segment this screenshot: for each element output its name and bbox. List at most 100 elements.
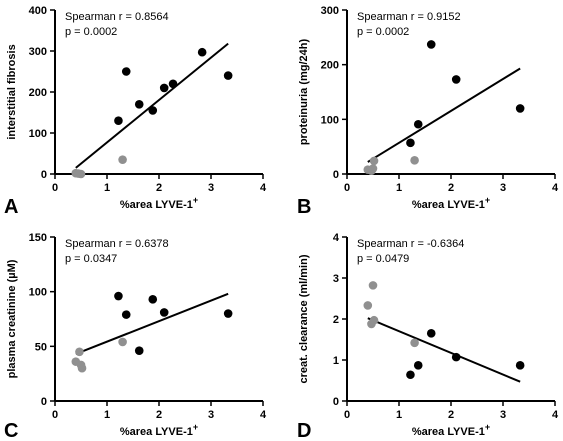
data-point-black — [121, 310, 131, 319]
x-tick-label: 3 — [500, 182, 506, 194]
spearman-r-annotation: Spearman r = 0.9152 — [357, 11, 461, 23]
panel-letter: A — [4, 196, 18, 218]
x-tick-label: 2 — [448, 182, 454, 194]
data-point-black — [134, 100, 144, 109]
x-axis-title-superscript: + — [485, 195, 490, 205]
x-tick-label: 0 — [344, 409, 350, 421]
regression-line — [75, 292, 229, 355]
regression-line — [367, 317, 521, 383]
p-value-annotation: p = 0.0347 — [65, 253, 117, 265]
data-point-grey — [76, 169, 86, 179]
y-tick-label: 0 — [333, 169, 339, 181]
data-point-grey — [369, 315, 379, 325]
data-point-grey — [75, 347, 84, 357]
data-point-grey — [363, 301, 373, 310]
y-tick-label: 100 — [29, 287, 47, 299]
x-tick-label: 2 — [448, 409, 454, 421]
data-point-black — [148, 295, 158, 304]
data-point-black — [197, 47, 207, 57]
x-tick-label: 3 — [208, 409, 214, 421]
y-axis-title: proteinuria (mg/24h) — [298, 38, 310, 145]
x-axis-title-superscript: + — [485, 422, 490, 432]
data-point-black — [426, 40, 436, 49]
data-point-black — [114, 116, 123, 125]
x-axis-title-text: %area LYVE-1 — [412, 426, 485, 438]
y-axis-title: creat. clearance (ml/min) — [298, 254, 310, 383]
x-tick-label: 4 — [552, 182, 559, 194]
spearman-r-annotation: Spearman r = 0.8564 — [65, 11, 169, 23]
regression-line — [75, 42, 229, 169]
x-tick-label: 4 — [260, 182, 267, 194]
data-point-black — [159, 83, 169, 93]
y-tick-label: 150 — [29, 232, 47, 244]
data-point-grey — [368, 164, 378, 173]
p-value-annotation: p = 0.0002 — [65, 26, 117, 38]
data-point-grey — [410, 338, 419, 348]
spearman-r-annotation: Spearman r = -0.6364 — [357, 238, 464, 250]
panel-letter: B — [297, 196, 311, 218]
x-tick-label: 4 — [552, 409, 559, 421]
data-point-black — [148, 106, 158, 115]
x-axis-title-text: %area LYVE-1 — [412, 199, 485, 211]
data-point-black — [223, 71, 233, 80]
y-tick-label: 400 — [29, 5, 47, 17]
data-point-grey — [369, 156, 379, 166]
y-tick-label: 300 — [321, 5, 339, 17]
y-tick-label: 50 — [35, 341, 47, 353]
data-point-black — [515, 104, 525, 113]
x-axis-title-superscript: + — [193, 422, 198, 432]
y-tick-label: 1 — [333, 355, 339, 367]
panel-letter: C — [4, 420, 18, 441]
data-point-black — [515, 361, 525, 370]
x-tick-label: 2 — [156, 409, 162, 421]
x-tick-label: 0 — [52, 182, 58, 194]
x-axis-title: %area LYVE-1+ — [412, 195, 490, 211]
x-axis-title: %area LYVE-1+ — [120, 422, 198, 438]
y-tick-label: 4 — [333, 232, 340, 244]
data-point-black — [134, 346, 144, 356]
data-point-grey — [368, 281, 378, 290]
x-tick-label: 4 — [260, 409, 267, 421]
data-point-grey — [410, 156, 419, 165]
x-tick-label: 3 — [500, 409, 506, 421]
x-tick-label: 0 — [344, 182, 350, 194]
data-point-grey — [118, 155, 127, 164]
spearman-r-annotation: Spearman r = 0.6378 — [65, 238, 169, 250]
data-point-black — [413, 361, 423, 370]
x-tick-label: 1 — [396, 409, 402, 421]
p-value-annotation: p = 0.0002 — [357, 26, 409, 38]
p-value-annotation: p = 0.0479 — [357, 253, 409, 265]
y-tick-label: 0 — [41, 169, 47, 181]
x-axis-title-text: %area LYVE-1 — [120, 199, 193, 211]
y-axis-title: interstitial fibrosis — [6, 44, 18, 139]
y-axis-title: plasma creatinine (µM) — [6, 259, 18, 378]
x-tick-label: 0 — [52, 409, 58, 421]
x-axis-title: %area LYVE-1+ — [120, 195, 198, 211]
data-point-black — [223, 309, 233, 318]
x-axis-title: %area LYVE-1+ — [412, 422, 490, 438]
chart-panel-d: 0 1 2 3 4 0 1 2 3 4 %area LYVE-1+ creat. clearance … — [297, 232, 559, 441]
x-tick-label: 2 — [156, 182, 162, 194]
data-point-black — [451, 75, 461, 84]
chart-panel-c: 0 1 2 3 4 0 50 100 150 %area LYVE-1+ plasma creati… — [4, 232, 267, 441]
data-point-black — [406, 138, 415, 148]
y-tick-label: 0 — [41, 396, 47, 408]
data-point-grey — [77, 363, 87, 373]
x-tick-label: 1 — [104, 182, 110, 194]
y-tick-label: 100 — [321, 114, 339, 126]
x-tick-label: 1 — [396, 182, 402, 194]
data-point-black — [406, 370, 415, 380]
data-point-black — [159, 308, 169, 317]
y-tick-label: 300 — [29, 46, 47, 58]
chart-panel-a: 0 1 2 3 4 0 100 200 300 400 %area LYVE-1+ interstit… — [4, 5, 267, 218]
y-tick-label: 200 — [321, 60, 339, 72]
data-point-black — [451, 352, 461, 362]
data-point-black — [413, 119, 423, 129]
x-axis-title-superscript: + — [193, 195, 198, 205]
regression-line — [367, 67, 521, 163]
y-tick-label: 2 — [333, 314, 339, 326]
data-point-grey — [118, 337, 127, 347]
data-point-black — [114, 291, 123, 301]
chart-panel-b: 0 1 2 3 4 0 100 200 300 %area LYVE-1+ proteinuria … — [297, 5, 559, 218]
